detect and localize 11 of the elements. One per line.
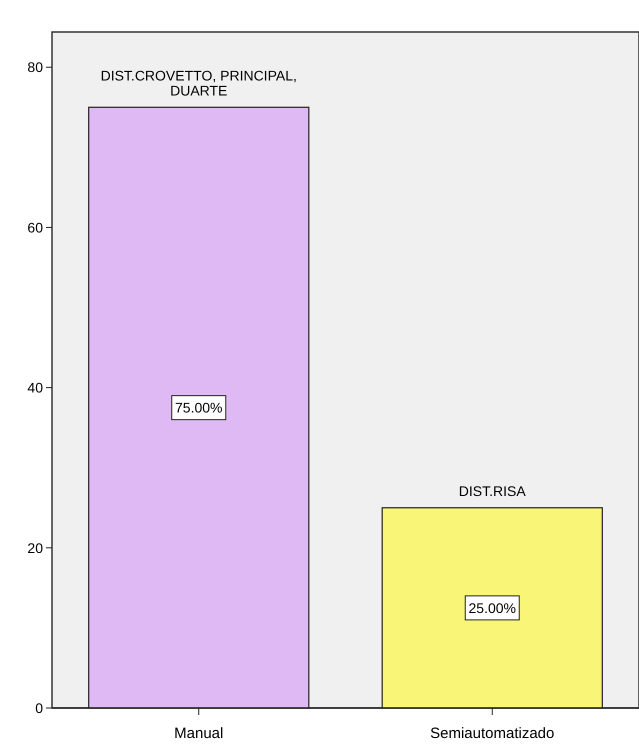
- data-label: 25.00%: [468, 600, 516, 616]
- annotation: DIST.RISA: [458, 482, 526, 499]
- y-tick-label: 20: [27, 540, 44, 556]
- data-label: 75.00%: [175, 400, 222, 416]
- x-tick-label: Manual: [174, 725, 224, 742]
- y-tick-label: 60: [27, 219, 44, 236]
- annotation: DIST.CROVETTO, PRINCIPAL, DUARTE: [100, 67, 297, 98]
- y-tick-label: 80: [27, 59, 44, 76]
- x-tick-label: Semiautomatizado: [430, 725, 554, 742]
- y-tick-label: 0: [35, 700, 44, 716]
- y-tick-label: 40: [27, 380, 44, 396]
